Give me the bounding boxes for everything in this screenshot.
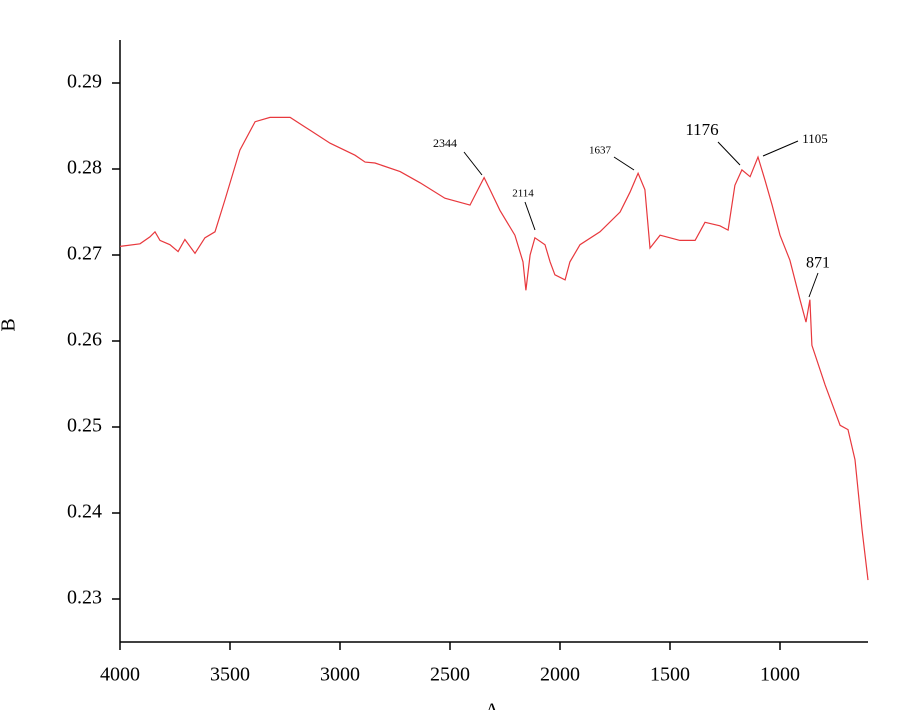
annotation: 2344 xyxy=(433,136,457,150)
x-tick-label: 2500 xyxy=(430,664,470,686)
annotation: 1176 xyxy=(685,120,718,139)
annotation-leader xyxy=(808,272,819,298)
annotation-leader xyxy=(762,140,799,157)
annotation-leader xyxy=(524,201,536,231)
y-tick-label: 0.24 xyxy=(67,501,102,523)
x-tick-label: 3500 xyxy=(210,664,250,686)
annotation: 2114 xyxy=(512,188,534,200)
annotation-leader xyxy=(463,151,483,176)
annotation-leader xyxy=(717,141,741,166)
annotation: 871 xyxy=(806,255,830,272)
x-tick-label: 3000 xyxy=(320,664,360,686)
y-tick-label: 0.29 xyxy=(67,71,102,93)
y-tick-label: 0.25 xyxy=(67,415,102,437)
y-tick-label: 0.23 xyxy=(67,587,102,609)
x-tick-label: 2000 xyxy=(540,664,580,686)
x-axis-label: A xyxy=(485,700,500,710)
y-tick-label: 0.27 xyxy=(67,243,102,265)
y-tick-label: 0.28 xyxy=(67,157,102,179)
x-tick-label: 4000 xyxy=(100,664,140,686)
y-tick-label: 0.26 xyxy=(67,329,102,351)
annotation: 1105 xyxy=(802,131,828,146)
annotation-leader xyxy=(613,156,635,171)
x-tick-label: 1000 xyxy=(760,664,800,686)
x-tick-label: 1500 xyxy=(650,664,690,686)
annotation: 1637 xyxy=(589,145,612,157)
spectrum-line xyxy=(119,116,869,581)
y-axis-label: B xyxy=(0,318,20,331)
